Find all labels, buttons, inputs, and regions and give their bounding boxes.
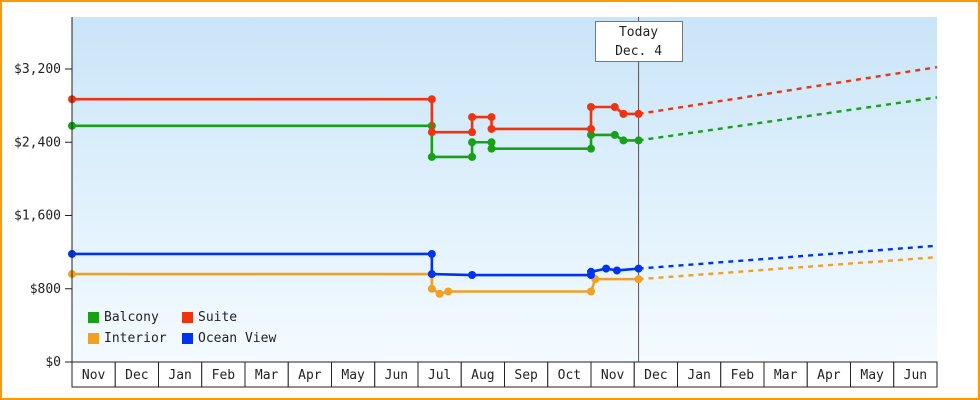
- x-axis-month-label: Feb: [731, 368, 755, 383]
- data-point-suite: [487, 124, 496, 133]
- x-axis-month-label: Dec: [644, 368, 667, 383]
- legend-label-suite: Suite: [198, 310, 238, 325]
- data-point-interior: [435, 289, 444, 298]
- series-balcony-forecast-line: [638, 96, 938, 142]
- x-axis-month-cell: [331, 361, 376, 388]
- data-point-balcony: [427, 152, 436, 161]
- x-axis-month-cell: [158, 361, 203, 388]
- x-axis-month-label: Feb: [212, 368, 236, 383]
- today-label: Today: [618, 25, 659, 40]
- series-balcony: [68, 96, 938, 161]
- y-tick-label: $3,200: [14, 62, 61, 77]
- data-point-ocean-view: [427, 249, 436, 258]
- x-axis-month-label: Mar: [774, 368, 798, 383]
- y-tick-label: $800: [30, 282, 61, 297]
- series-suite-forecast-line: [638, 65, 938, 116]
- plot-area: [72, 17, 937, 362]
- data-point-balcony: [587, 130, 595, 139]
- x-axis-month-label: Dec: [125, 368, 148, 383]
- data-point-interior: [444, 287, 453, 296]
- data-point-suite: [619, 109, 628, 118]
- data-point-interior: [634, 275, 643, 284]
- x-axis-month-label: Aug: [471, 368, 494, 383]
- x-axis-month-cell: [417, 361, 462, 388]
- today-date: Dec. 4: [615, 44, 663, 59]
- x-axis-month-cell: [893, 361, 938, 388]
- x-axis-month-label: Nov: [601, 368, 625, 383]
- x-axis-month-cell: [720, 361, 765, 388]
- x-axis-month-label: Jan: [168, 368, 191, 383]
- x-axis-month-cell: [71, 361, 116, 388]
- legend-item-ocean-view: Ocean View: [182, 331, 276, 346]
- data-point-ocean-view: [602, 264, 611, 273]
- x-axis-month-label: Mar: [255, 368, 279, 383]
- x-axis-month-label: Apr: [298, 368, 322, 383]
- y-tick-label: $2,400: [14, 135, 61, 150]
- data-point-balcony: [587, 144, 595, 153]
- legend: Balcony Suite Interior Ocean View: [88, 310, 276, 346]
- series-ocean-view: [68, 244, 938, 280]
- legend-item-interior: Interior: [88, 331, 182, 346]
- legend-label-interior: Interior: [104, 331, 167, 346]
- x-axis-month-label: May: [341, 368, 365, 383]
- data-point-suite: [487, 113, 496, 122]
- data-point-interior: [587, 287, 595, 296]
- legend-swatch-ocean-view: [182, 333, 193, 344]
- data-point-balcony: [487, 138, 496, 147]
- x-axis-month-cell: [374, 361, 419, 388]
- y-tick-label: $0: [45, 355, 61, 370]
- y-tick-label: $1,600: [14, 209, 61, 224]
- x-axis-month-label: Apr: [817, 368, 841, 383]
- data-point-balcony: [468, 138, 477, 147]
- data-point-interior: [427, 284, 436, 293]
- x-axis-month-label: Nov: [82, 368, 106, 383]
- data-point-suite: [634, 109, 643, 118]
- data-point-suite: [468, 128, 477, 137]
- data-point-balcony: [619, 136, 628, 145]
- data-point-suite: [587, 102, 595, 111]
- series-suite: [68, 65, 938, 137]
- data-point-suite: [427, 128, 436, 137]
- data-point-balcony: [634, 136, 643, 145]
- data-point-suite: [610, 102, 619, 111]
- x-axis-month-cell: [460, 361, 505, 388]
- data-point-ocean-view: [427, 270, 436, 279]
- legend-label-balcony: Balcony: [104, 310, 159, 325]
- legend-item-balcony: Balcony: [88, 310, 182, 325]
- data-point-balcony: [610, 130, 619, 139]
- x-axis-month-label: Sep: [514, 368, 538, 383]
- x-axis-month-cell: [504, 361, 549, 388]
- data-point-suite: [587, 124, 595, 133]
- legend-swatch-suite: [182, 312, 193, 323]
- x-axis-month-label: Jun: [904, 368, 927, 383]
- data-point-ocean-view: [587, 267, 595, 276]
- data-point-ocean-view: [468, 271, 477, 280]
- legend-label-ocean-view: Ocean View: [198, 331, 277, 346]
- legend-swatch-interior: [88, 333, 99, 344]
- today-marker-box: Today Dec. 4: [594, 21, 683, 62]
- x-axis-month-label: Oct: [558, 368, 581, 383]
- data-point-ocean-view: [634, 264, 643, 273]
- x-axis-month-label: May: [860, 368, 884, 383]
- legend-swatch-balcony: [88, 312, 99, 323]
- x-axis-month-label: Jan: [687, 368, 710, 383]
- data-point-ocean-view: [612, 266, 621, 275]
- x-axis-month-cell: [287, 361, 332, 388]
- x-axis-month-cell: [201, 361, 246, 388]
- x-axis-month-cell: [633, 361, 678, 388]
- x-axis-month-cell: [763, 361, 808, 388]
- x-axis-month-cell: [677, 361, 722, 388]
- data-point-suite: [427, 95, 436, 104]
- x-axis-month-label: Jun: [385, 368, 408, 383]
- data-point-suite: [468, 113, 477, 122]
- x-axis-month-label: Jul: [428, 368, 451, 383]
- data-point-balcony: [468, 152, 477, 161]
- legend-item-suite: Suite: [182, 310, 276, 325]
- x-axis-month-cell: [806, 361, 851, 388]
- data-point-balcony: [487, 144, 496, 153]
